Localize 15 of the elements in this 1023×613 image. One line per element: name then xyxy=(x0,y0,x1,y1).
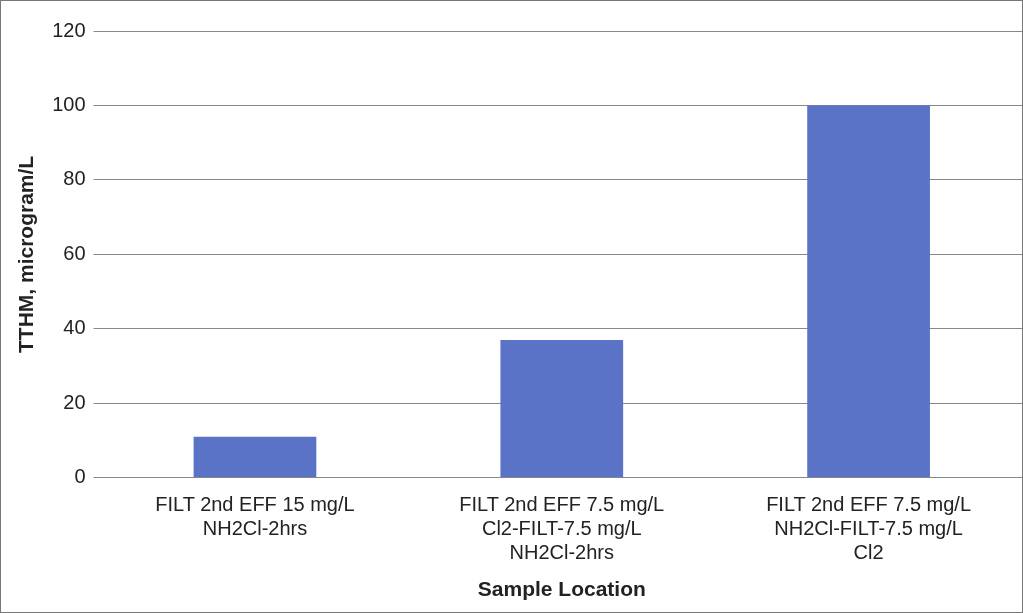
bar xyxy=(193,436,317,478)
y-tick-label: 100 xyxy=(52,92,86,115)
y-tick-label: 60 xyxy=(63,241,86,264)
x-tick-label: FILT 2nd EFF 7.5 mg/L Cl2-FILT-7.5 mg/L NH2Cl-2hrs xyxy=(459,493,665,564)
y-tick-label: 80 xyxy=(63,167,86,190)
x-tick-label: FILT 2nd EFF 7.5 mg/L NH2Cl-FILT-7.5 mg/L Cl2 xyxy=(766,493,972,564)
y-tick-label: 40 xyxy=(63,316,86,339)
y-tick-label: 0 xyxy=(74,465,86,488)
bar xyxy=(500,340,624,478)
x-axis-title: Sample Location xyxy=(477,577,646,601)
y-axis-title: TTHM, microgram/L xyxy=(14,155,38,353)
x-tick-label: FILT 2nd EFF 15 mg/L NH2Cl-2hrs xyxy=(155,493,355,540)
bar xyxy=(807,105,930,478)
y-tick-label: 20 xyxy=(63,390,86,413)
y-tick-label: 120 xyxy=(52,18,86,41)
